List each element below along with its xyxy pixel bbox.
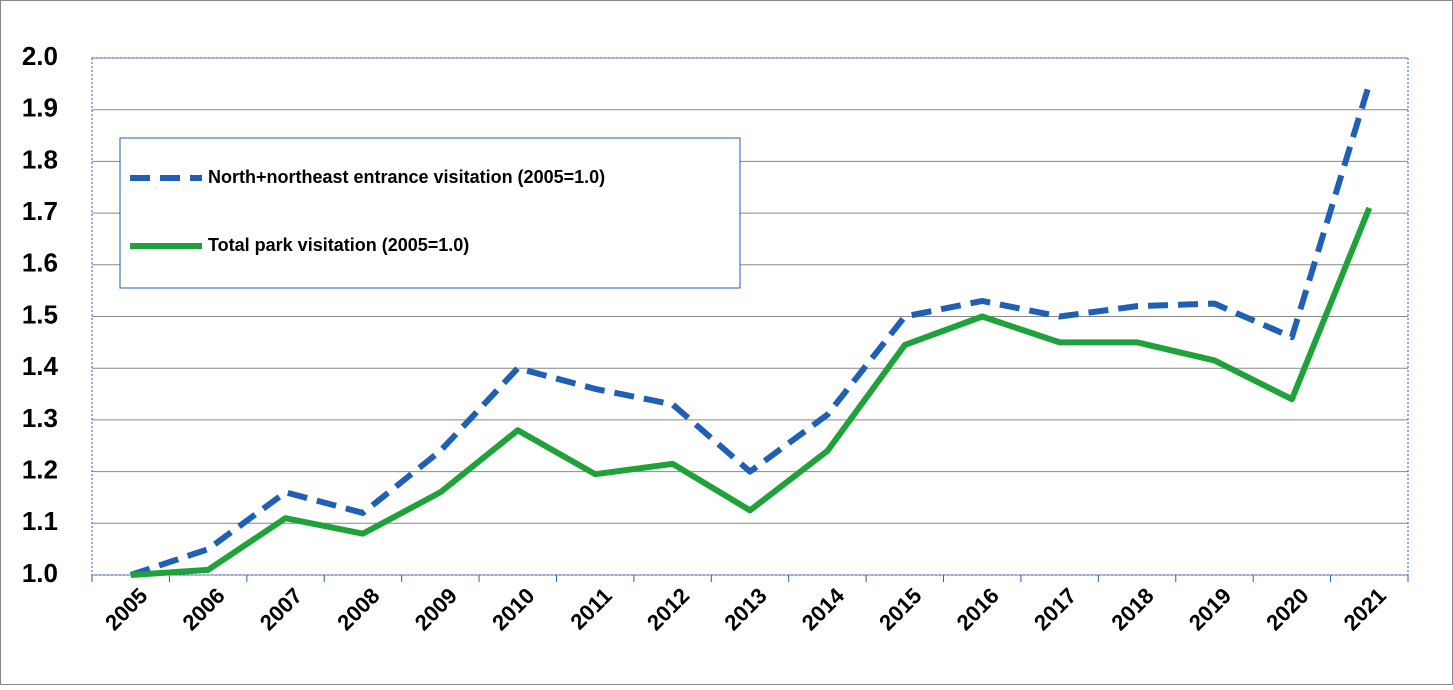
plot-border	[91, 57, 1409, 576]
legend-label: North+northeast entrance visitation (200…	[208, 167, 605, 187]
y-tick-label: 1.0	[22, 558, 58, 588]
y-tick-label: 1.2	[22, 454, 58, 484]
legend-label: Total park visitation (2005=1.0)	[208, 235, 469, 255]
y-tick-label: 2.0	[22, 41, 58, 71]
y-tick-label: 1.4	[22, 351, 59, 381]
legend-box	[119, 137, 741, 289]
y-tick-label: 1.7	[22, 196, 58, 226]
y-tick-label: 1.3	[22, 403, 58, 433]
y-tick-label: 1.9	[22, 93, 58, 123]
y-tick-label: 1.5	[22, 299, 58, 329]
y-tick-label: 1.1	[22, 506, 58, 536]
line	[129, 82, 1373, 578]
y-tick-label: 1.6	[22, 248, 58, 278]
line	[130, 206, 1373, 578]
y-tick-label: 1.8	[22, 144, 58, 174]
